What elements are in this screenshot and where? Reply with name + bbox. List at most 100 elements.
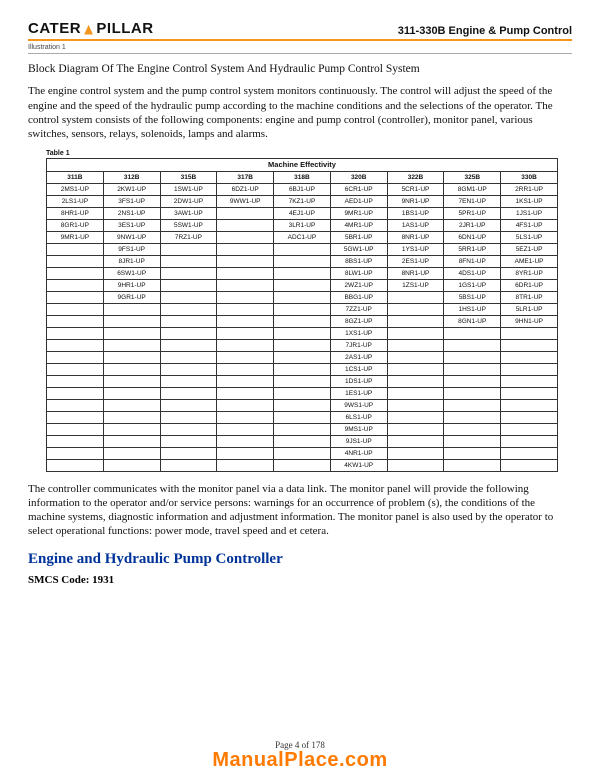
table-cell: [103, 399, 160, 411]
table-row: 1CS1-UP: [47, 363, 558, 375]
table-cell: [160, 327, 217, 339]
table-cell: [47, 411, 104, 423]
table-cell: [47, 435, 104, 447]
table-cell: [217, 459, 274, 471]
table-cell: [103, 435, 160, 447]
table-cell: [387, 387, 444, 399]
table-cell: 1AS1-UP: [387, 219, 444, 231]
table-cell: [501, 363, 558, 375]
intro-paragraph: The engine control system and the pump c…: [28, 84, 572, 141]
table-cell: [387, 351, 444, 363]
table-cell: 9WW1-UP: [217, 195, 274, 207]
table-column-header: 322B: [387, 171, 444, 183]
table-cell: [160, 303, 217, 315]
brand-text-pre: CATER: [28, 20, 81, 37]
table-row: 8HR1-UP2NS1-UP3AW1-UP4EJ1-UP9MR1-UP1BS1-…: [47, 207, 558, 219]
table-cell: 2AS1-UP: [330, 351, 387, 363]
illustration-label: Illustration 1: [28, 41, 572, 54]
table-column-header: 318B: [274, 171, 331, 183]
table-cell: [47, 447, 104, 459]
table-cell: [444, 423, 501, 435]
table-cell: [501, 423, 558, 435]
table-cell: [47, 351, 104, 363]
table-cell: [160, 423, 217, 435]
table-cell: 2DW1-UP: [160, 195, 217, 207]
table-cell: [387, 447, 444, 459]
table-cell: 5BR1-UP: [330, 231, 387, 243]
table-cell: [501, 375, 558, 387]
table-cell: [47, 339, 104, 351]
table-cell: [217, 255, 274, 267]
brand-logo: CATER▲PILLAR: [28, 20, 154, 37]
table-cell: 5BS1-UP: [444, 291, 501, 303]
table-row: 8GZ1-UP8GN1-UP9HN1-UP: [47, 315, 558, 327]
table-cell: 8GN1-UP: [444, 315, 501, 327]
table-cell: [274, 363, 331, 375]
table-cell: [444, 411, 501, 423]
table-cell: [217, 363, 274, 375]
table-cell: [47, 267, 104, 279]
table-cell: [501, 435, 558, 447]
table-cell: 8HR1-UP: [47, 207, 104, 219]
table-cell: 9FS1-UP: [103, 243, 160, 255]
table-cell: [160, 339, 217, 351]
table-cell: [47, 291, 104, 303]
table-column-header: 320B: [330, 171, 387, 183]
table-cell: 4NR1-UP: [330, 447, 387, 459]
table-cell: [274, 243, 331, 255]
table-cell: 4EJ1-UP: [274, 207, 331, 219]
table-row: 9JS1-UP: [47, 435, 558, 447]
table-cell: 1SW1-UP: [160, 183, 217, 195]
table-cell: [274, 327, 331, 339]
table-cell: 9NW1-UP: [103, 231, 160, 243]
table-cell: 3AW1-UP: [160, 207, 217, 219]
table-cell: [47, 375, 104, 387]
table-cell: [47, 303, 104, 315]
table-cell: [217, 207, 274, 219]
table-cell: AED1-UP: [330, 195, 387, 207]
table-row: 4KW1-UP: [47, 459, 558, 471]
table-cell: [444, 399, 501, 411]
table-cell: [217, 231, 274, 243]
table-column-header: 312B: [103, 171, 160, 183]
table-cell: [160, 375, 217, 387]
table-cell: 5RR1-UP: [444, 243, 501, 255]
table-cell: [160, 447, 217, 459]
table-cell: 7ZZ1-UP: [330, 303, 387, 315]
watermark: ManualPlace.com: [0, 749, 600, 772]
table-row: 1DS1-UP: [47, 375, 558, 387]
table-cell: 4MR1-UP: [330, 219, 387, 231]
table-cell: [387, 435, 444, 447]
table-cell: [217, 447, 274, 459]
block-diagram-title: Block Diagram Of The Engine Control Syst…: [28, 62, 572, 76]
table-cell: 9MS1-UP: [330, 423, 387, 435]
table-cell: [47, 387, 104, 399]
table-cell: 2ES1-UP: [387, 255, 444, 267]
table-row: 2LS1-UP3FS1-UP2DW1-UP9WW1-UP7KZ1-UPAED1-…: [47, 195, 558, 207]
table-cell: [103, 363, 160, 375]
table-cell: [160, 315, 217, 327]
table-cell: 8YR1-UP: [501, 267, 558, 279]
table-row: 1ES1-UP: [47, 387, 558, 399]
table-cell: [217, 351, 274, 363]
table-row: 7ZZ1-UP1HS1-UP5LR1-UP: [47, 303, 558, 315]
table-cell: [217, 423, 274, 435]
table-cell: 1KS1-UP: [501, 195, 558, 207]
table-cell: [47, 459, 104, 471]
table-cell: 9MR1-UP: [47, 231, 104, 243]
table-cell: [274, 375, 331, 387]
document-title: 311-330B Engine & Pump Control: [398, 25, 572, 37]
table-cell: [217, 327, 274, 339]
table-cell: [387, 375, 444, 387]
table-cell: [387, 363, 444, 375]
table-cell: [274, 423, 331, 435]
table-cell: 8BS1-UP: [330, 255, 387, 267]
controller-paragraph: The controller communicates with the mon…: [28, 482, 572, 539]
table-cell: [444, 339, 501, 351]
table-cell: 9MR1-UP: [330, 207, 387, 219]
table-cell: [217, 375, 274, 387]
table-cell: [103, 411, 160, 423]
table-row: 4NR1-UP: [47, 447, 558, 459]
table-cell: [444, 351, 501, 363]
table-cell: 6SW1-UP: [103, 267, 160, 279]
